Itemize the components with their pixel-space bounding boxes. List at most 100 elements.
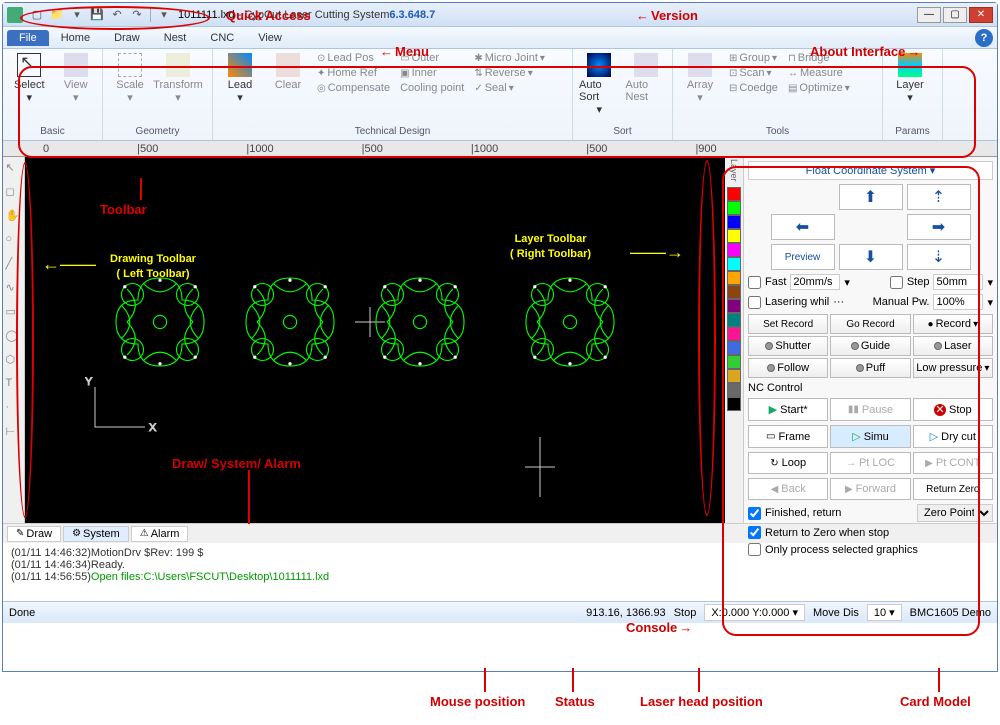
- scale-button[interactable]: Scale▾: [107, 51, 153, 106]
- forward-button[interactable]: ▶ Forward: [830, 478, 910, 500]
- tool-ellipse-icon[interactable]: ◯: [6, 329, 22, 345]
- returnzero-checkbox[interactable]: [748, 526, 761, 539]
- layer-swatch-13[interactable]: [727, 369, 741, 383]
- follow-button[interactable]: Follow: [748, 358, 828, 378]
- coedge-button[interactable]: ⊟ Coedge: [725, 81, 782, 95]
- minimize-button[interactable]: —: [917, 7, 941, 23]
- tool-polygon-icon[interactable]: ⬡: [6, 353, 22, 369]
- tool-hand-icon[interactable]: ✋: [6, 209, 22, 225]
- select-button[interactable]: Select▾: [7, 51, 52, 106]
- back-button[interactable]: ◀ Back: [748, 478, 828, 500]
- autonest-button[interactable]: Auto Nest: [624, 51, 669, 105]
- tool-polyline-icon[interactable]: ∿: [6, 281, 22, 297]
- jog-up-button[interactable]: ⬆: [839, 184, 903, 210]
- layer-swatch-6[interactable]: [727, 271, 741, 285]
- qa-open-icon[interactable]: 📁: [48, 7, 66, 23]
- lasering-checkbox[interactable]: [748, 296, 761, 309]
- fast-checkbox[interactable]: [748, 276, 761, 289]
- seal-button[interactable]: ✓ Seal ▾: [470, 81, 549, 95]
- pause-button[interactable]: ▮▮ Pause: [830, 398, 910, 421]
- puff-button[interactable]: Puff: [830, 358, 910, 378]
- step-checkbox[interactable]: [890, 276, 903, 289]
- bridge-button[interactable]: ⊓ Bridge: [784, 51, 854, 65]
- compensate-button[interactable]: ◎ Compensate: [313, 81, 394, 95]
- layer-swatch-1[interactable]: [727, 201, 741, 215]
- layer-swatch-2[interactable]: [727, 215, 741, 229]
- menu-cnc[interactable]: CNC: [198, 30, 246, 46]
- status-movedis[interactable]: 10 ▾: [867, 604, 902, 621]
- tool-dim-icon[interactable]: ⊢: [6, 425, 22, 441]
- menu-view[interactable]: View: [246, 30, 294, 46]
- jog-right-button[interactable]: ➡: [907, 214, 971, 240]
- tab-alarm[interactable]: ⚠ Alarm: [131, 526, 189, 542]
- menu-file[interactable]: File: [7, 30, 49, 46]
- microjoint-button[interactable]: ✱ Micro Joint ▾: [470, 51, 549, 65]
- clear-button[interactable]: Clear: [265, 51, 311, 93]
- layer-swatch-10[interactable]: [727, 327, 741, 341]
- returnzero-button[interactable]: Return Zero: [913, 478, 993, 500]
- tool-line-icon[interactable]: ╱: [6, 257, 22, 273]
- record-button[interactable]: ● Record▾: [913, 314, 993, 334]
- layer-swatch-15[interactable]: [727, 397, 741, 411]
- qa-redo-icon[interactable]: ↷: [128, 7, 146, 23]
- qa-dd-icon[interactable]: ▾: [68, 7, 86, 23]
- autosort-button[interactable]: Auto Sort▾: [577, 51, 622, 118]
- onlyselected-checkbox[interactable]: [748, 543, 761, 556]
- loop-button[interactable]: ↻ Loop: [748, 452, 828, 474]
- menu-home[interactable]: Home: [49, 30, 102, 46]
- reverse-button[interactable]: ⇅ Reverse ▾: [470, 66, 549, 80]
- transform-button[interactable]: Transform▾: [155, 51, 201, 106]
- tool-circle-icon[interactable]: ○: [6, 233, 22, 249]
- zeropoint-select[interactable]: Zero Point: [917, 504, 993, 522]
- menu-draw[interactable]: Draw: [102, 30, 152, 46]
- layer-swatch-0[interactable]: [727, 187, 741, 201]
- scan-button[interactable]: ⊡ Scan ▾: [725, 66, 782, 80]
- preview-button[interactable]: Preview: [771, 244, 835, 270]
- group-button[interactable]: ⊞ Group ▾: [725, 51, 782, 65]
- layer-swatch-4[interactable]: [727, 243, 741, 257]
- menu-nest[interactable]: Nest: [152, 30, 199, 46]
- finished-checkbox[interactable]: [748, 507, 761, 520]
- fast-input[interactable]: [790, 274, 840, 290]
- tool-pointer-icon[interactable]: ↖: [6, 161, 22, 177]
- gorecord-button[interactable]: Go Record: [830, 314, 910, 334]
- optimize-button[interactable]: ▤ Optimize ▾: [784, 81, 854, 95]
- status-headpos[interactable]: X:0.000 Y:0.000 ▾: [704, 604, 805, 621]
- lowpressure-button[interactable]: Low pressure▾: [913, 358, 993, 378]
- layer-swatch-12[interactable]: [727, 355, 741, 369]
- qa-save-icon[interactable]: 💾: [88, 7, 106, 23]
- layer-swatch-11[interactable]: [727, 341, 741, 355]
- start-button[interactable]: ▶Start*: [748, 398, 828, 421]
- close-button[interactable]: ✕: [969, 7, 993, 23]
- canvas[interactable]: YX: [25, 157, 725, 523]
- coolingpoint-button[interactable]: Cooling point: [396, 81, 468, 95]
- coord-system-dropdown[interactable]: Float Coordinate System ▾: [748, 161, 993, 180]
- layer-swatch-14[interactable]: [727, 383, 741, 397]
- simu-button[interactable]: ▷Simu: [830, 425, 910, 448]
- measure-button[interactable]: ↔ Measure: [784, 66, 854, 80]
- jog-z-down-button[interactable]: ⇣: [907, 244, 971, 270]
- guide-button[interactable]: Guide: [830, 336, 910, 356]
- setrecord-button[interactable]: Set Record: [748, 314, 828, 334]
- layer-swatch-7[interactable]: [727, 285, 741, 299]
- layer-swatch-5[interactable]: [727, 257, 741, 271]
- array-button[interactable]: Array▾: [677, 51, 723, 106]
- lead-button[interactable]: Lead▾: [217, 51, 263, 106]
- laser-button[interactable]: Laser: [913, 336, 993, 356]
- outer-button[interactable]: ▭ Outer: [396, 51, 468, 65]
- qa-undo-icon[interactable]: ↶: [108, 7, 126, 23]
- tab-system[interactable]: ⚙ System: [63, 526, 129, 542]
- ptcont-button[interactable]: ▶ Pt CONT: [913, 452, 993, 474]
- jog-z-up-button[interactable]: ⇡: [907, 184, 971, 210]
- tool-node-icon[interactable]: ◻: [6, 185, 22, 201]
- frame-button[interactable]: ▭ Frame: [748, 425, 828, 448]
- drycut-button[interactable]: ▷Dry cut: [913, 425, 993, 448]
- help-icon[interactable]: ?: [975, 29, 993, 47]
- tab-draw[interactable]: ✎ Draw: [7, 526, 61, 542]
- jog-down-button[interactable]: ⬇: [839, 244, 903, 270]
- tool-rect-icon[interactable]: ▭: [6, 305, 22, 321]
- inner-button[interactable]: ▣ Inner: [396, 66, 468, 80]
- tool-text-icon[interactable]: T: [6, 377, 22, 393]
- layer-swatch-3[interactable]: [727, 229, 741, 243]
- layer-swatch-8[interactable]: [727, 299, 741, 313]
